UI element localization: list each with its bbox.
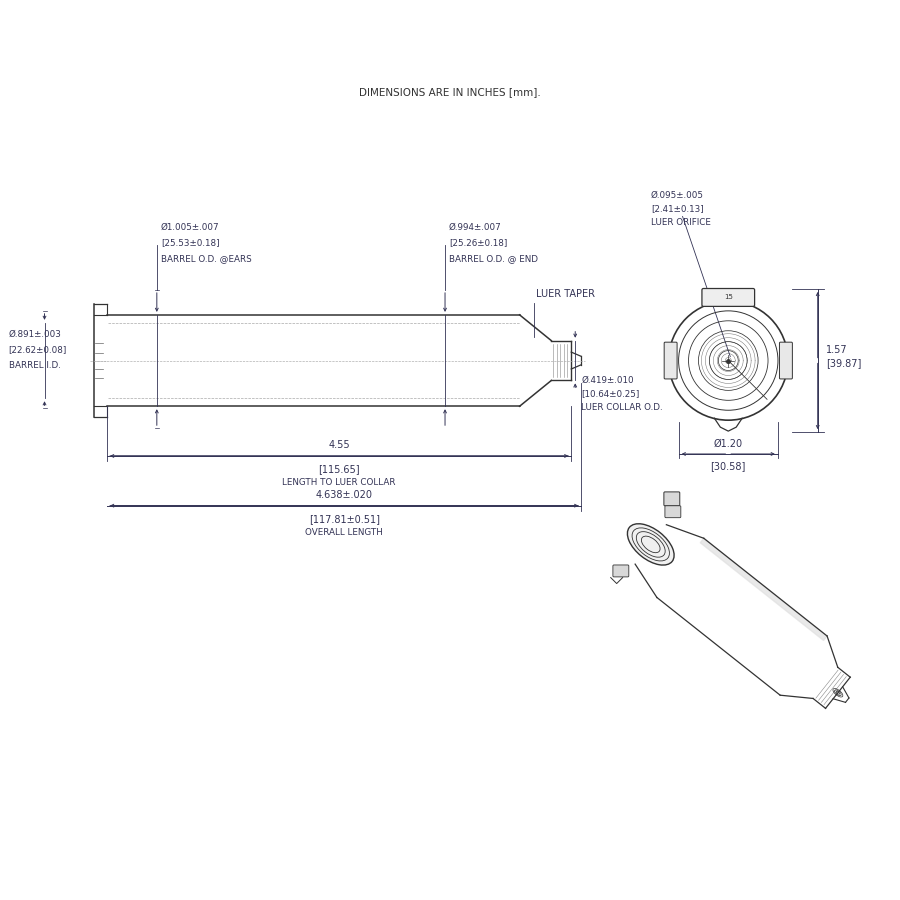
Text: 4.638±.020: 4.638±.020 bbox=[316, 490, 373, 500]
FancyBboxPatch shape bbox=[665, 506, 680, 518]
Text: [25.26±0.18]: [25.26±0.18] bbox=[449, 238, 508, 248]
Text: BARREL I.D.: BARREL I.D. bbox=[9, 362, 60, 371]
Text: [30.58]: [30.58] bbox=[711, 461, 746, 471]
FancyBboxPatch shape bbox=[702, 289, 754, 306]
FancyBboxPatch shape bbox=[664, 342, 677, 379]
Text: Ø.994±.007: Ø.994±.007 bbox=[449, 222, 502, 231]
Text: 1.57: 1.57 bbox=[825, 345, 847, 355]
Text: 15: 15 bbox=[724, 294, 733, 300]
Text: OVERALL LENGTH: OVERALL LENGTH bbox=[305, 527, 383, 536]
Text: BARREL O.D. @EARS: BARREL O.D. @EARS bbox=[161, 254, 251, 263]
Text: LUER TAPER: LUER TAPER bbox=[536, 289, 596, 299]
Text: Ø1.005±.007: Ø1.005±.007 bbox=[161, 222, 220, 231]
Text: LENGTH TO LUER COLLAR: LENGTH TO LUER COLLAR bbox=[283, 478, 396, 487]
Text: [117.81±0.51]: [117.81±0.51] bbox=[309, 514, 380, 524]
Text: BARREL O.D. @ END: BARREL O.D. @ END bbox=[449, 254, 538, 263]
FancyBboxPatch shape bbox=[613, 565, 629, 577]
Text: Ø.891±.003: Ø.891±.003 bbox=[9, 329, 61, 338]
Text: LUER COLLAR O.D.: LUER COLLAR O.D. bbox=[581, 403, 662, 412]
FancyBboxPatch shape bbox=[779, 342, 792, 379]
Text: [115.65]: [115.65] bbox=[319, 464, 360, 474]
Text: [2.41±0.13]: [2.41±0.13] bbox=[651, 204, 704, 213]
Text: DIMENSIONS ARE IN INCHES [mm].: DIMENSIONS ARE IN INCHES [mm]. bbox=[359, 87, 541, 97]
Ellipse shape bbox=[627, 524, 674, 565]
Text: Ø1.20: Ø1.20 bbox=[714, 439, 742, 449]
Text: [10.64±0.25]: [10.64±0.25] bbox=[581, 390, 640, 399]
FancyBboxPatch shape bbox=[664, 492, 680, 506]
Text: Ø.419±.010: Ø.419±.010 bbox=[581, 375, 634, 384]
Text: LUER ORIFICE: LUER ORIFICE bbox=[651, 219, 711, 228]
Text: [22.62±0.08]: [22.62±0.08] bbox=[9, 346, 68, 355]
Text: [25.53±0.18]: [25.53±0.18] bbox=[161, 238, 220, 248]
Text: 4.55: 4.55 bbox=[328, 440, 350, 450]
Text: Ø.095±.005: Ø.095±.005 bbox=[651, 191, 704, 200]
Text: [39.87]: [39.87] bbox=[825, 358, 861, 368]
Polygon shape bbox=[700, 538, 827, 641]
